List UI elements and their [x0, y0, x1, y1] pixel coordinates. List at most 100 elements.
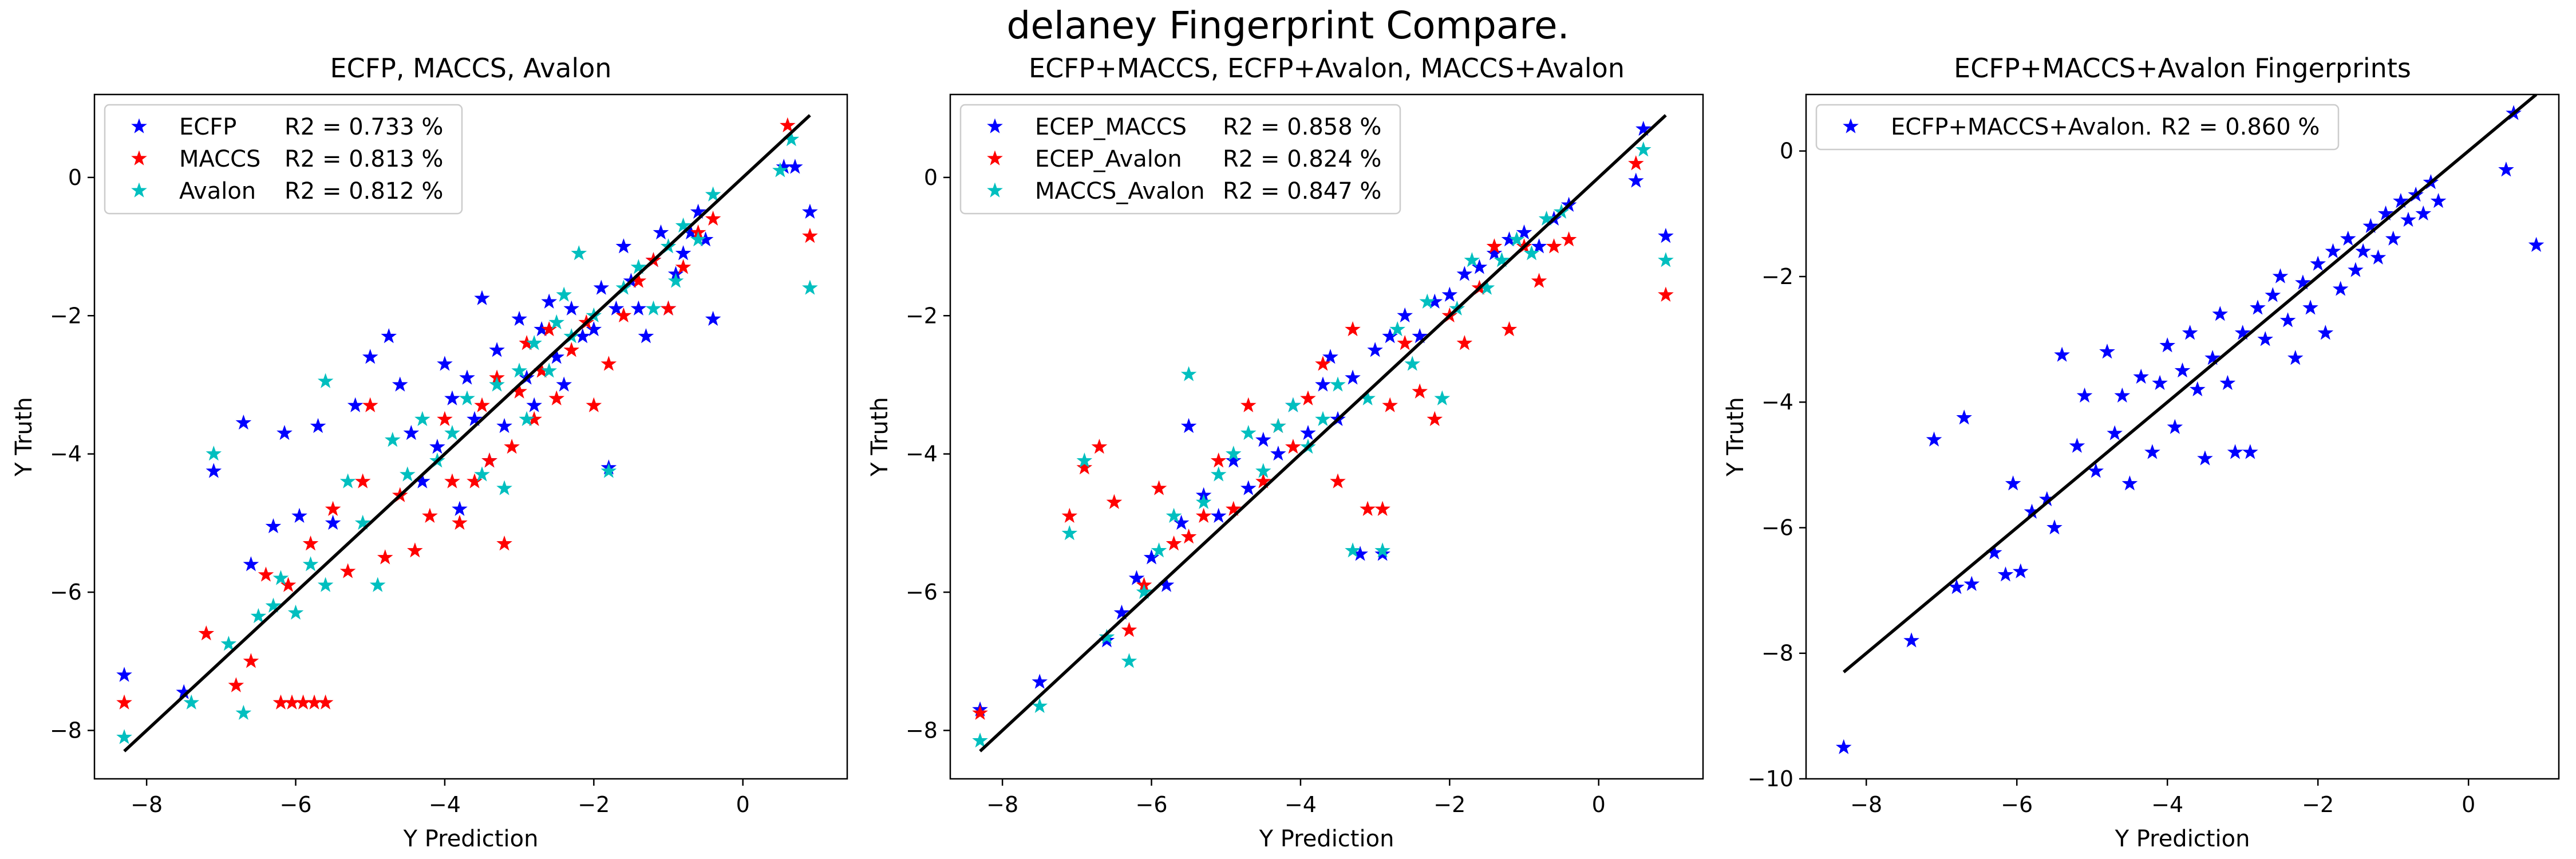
- data-point: [1419, 293, 1436, 309]
- data-point: [1121, 621, 1137, 637]
- data-point: [354, 473, 371, 488]
- data-point: [802, 203, 818, 219]
- data-point: [1412, 383, 1428, 399]
- data-point: [2348, 262, 2364, 277]
- data-point: [705, 210, 721, 226]
- data-point: [1508, 231, 1525, 247]
- y-axis-label: Y Truth: [1722, 397, 1749, 477]
- data-point: [206, 463, 222, 478]
- y-tick-label: 0: [1780, 139, 1793, 164]
- data-point: [504, 439, 520, 454]
- data-point: [1494, 252, 1510, 267]
- data-point: [2325, 243, 2341, 258]
- data-point: [690, 231, 706, 247]
- data-point: [444, 424, 460, 440]
- data-point: [384, 431, 401, 447]
- data-point: [1165, 507, 1182, 523]
- data-point: [1389, 321, 1406, 337]
- data-point: [369, 577, 386, 592]
- data-point: [295, 694, 311, 710]
- data-point: [243, 653, 259, 668]
- data-point: [1210, 507, 1227, 523]
- data-point: [548, 390, 565, 405]
- data-point: [1456, 334, 1473, 350]
- data-point: [1949, 579, 1965, 594]
- data-point: [519, 411, 535, 427]
- legend-label: MACCS_Avalon: [1035, 178, 1205, 204]
- data-point: [2377, 205, 2394, 221]
- legend-box: [959, 104, 1401, 215]
- legend-r2: R2 = 0.733 %: [285, 114, 443, 140]
- data-point: [362, 349, 378, 364]
- data-point: [571, 245, 587, 261]
- data-point: [2332, 281, 2349, 296]
- legend: ECFP R2 = 0.733 % MACCS R2 = 0.813 % Avalon R…: [104, 104, 463, 215]
- data-point: [291, 507, 307, 523]
- data-point: [444, 473, 460, 488]
- y-tick-label: −6: [1761, 515, 1793, 540]
- data-point: [339, 473, 356, 488]
- data-point: [403, 424, 420, 440]
- data-point: [1300, 424, 1316, 440]
- data-point: [1367, 342, 1383, 357]
- data-point: [1441, 286, 1458, 302]
- data-point: [1061, 507, 1078, 523]
- data-point: [2227, 444, 2243, 459]
- x-tick-label: 0: [2462, 792, 2475, 817]
- legend-label: ECFP: [179, 114, 236, 140]
- reference-line: [123, 114, 811, 752]
- data-point: [1121, 653, 1137, 668]
- y-tick-label: −8: [906, 718, 938, 743]
- data-point: [1345, 321, 1361, 337]
- data-point: [317, 577, 334, 592]
- data-point: [526, 397, 542, 412]
- data-point: [2046, 519, 2063, 535]
- data-point: [2182, 325, 2198, 340]
- data-point: [228, 677, 244, 692]
- data-point: [198, 625, 215, 641]
- data-point: [206, 446, 222, 461]
- data-point: [265, 597, 282, 613]
- x-axis-label: Y Prediction: [403, 826, 539, 852]
- y-tick-label: −4: [50, 442, 82, 467]
- data-point: [1076, 459, 1093, 475]
- data-point: [347, 397, 364, 412]
- legend-marker: [987, 150, 1003, 166]
- x-tick-label: −2: [578, 792, 610, 817]
- data-point: [437, 411, 453, 427]
- data-point: [1322, 349, 1338, 364]
- data-point: [377, 549, 393, 565]
- data-point: [1412, 328, 1428, 344]
- data-point: [459, 369, 475, 385]
- data-point: [1315, 411, 1331, 427]
- data-point: [302, 556, 319, 572]
- data-point: [422, 507, 438, 523]
- data-point: [116, 667, 132, 682]
- data-point: [1374, 542, 1390, 558]
- x-tick-label: −4: [1285, 792, 1317, 817]
- data-point: [772, 162, 788, 178]
- x-axis-label: Y Prediction: [2115, 826, 2250, 852]
- data-point: [1151, 542, 1167, 558]
- data-point: [474, 466, 490, 482]
- reference-line: [1842, 94, 2538, 673]
- y-tick-label: −6: [50, 580, 82, 605]
- data-point: [258, 566, 274, 582]
- data-point: [690, 203, 706, 219]
- data-point: [1113, 604, 1130, 620]
- data-point: [1486, 245, 1503, 261]
- data-point: [1345, 542, 1361, 558]
- data-point: [1180, 417, 1197, 434]
- data-point: [2219, 375, 2236, 391]
- data-point: [1032, 673, 1048, 689]
- data-point: [2272, 268, 2289, 283]
- data-point: [310, 417, 326, 434]
- data-point: [284, 694, 300, 710]
- series-ecep-avalon: [972, 155, 1674, 720]
- figure-title: delaney Fingerprint Compare.: [1006, 3, 1570, 48]
- data-point: [1628, 172, 1644, 188]
- data-point: [1926, 431, 1942, 447]
- data-point: [452, 514, 468, 530]
- data-point: [2088, 463, 2104, 478]
